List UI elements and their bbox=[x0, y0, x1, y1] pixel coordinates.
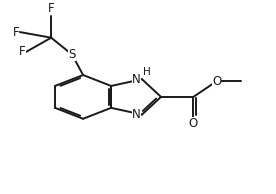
Text: N: N bbox=[132, 108, 140, 121]
Text: H: H bbox=[143, 67, 151, 77]
Text: O: O bbox=[189, 117, 198, 130]
Text: N: N bbox=[132, 73, 140, 86]
Text: O: O bbox=[212, 75, 221, 88]
Text: F: F bbox=[12, 26, 19, 39]
Text: S: S bbox=[68, 48, 76, 61]
Text: F: F bbox=[48, 2, 54, 15]
Text: F: F bbox=[19, 45, 25, 58]
